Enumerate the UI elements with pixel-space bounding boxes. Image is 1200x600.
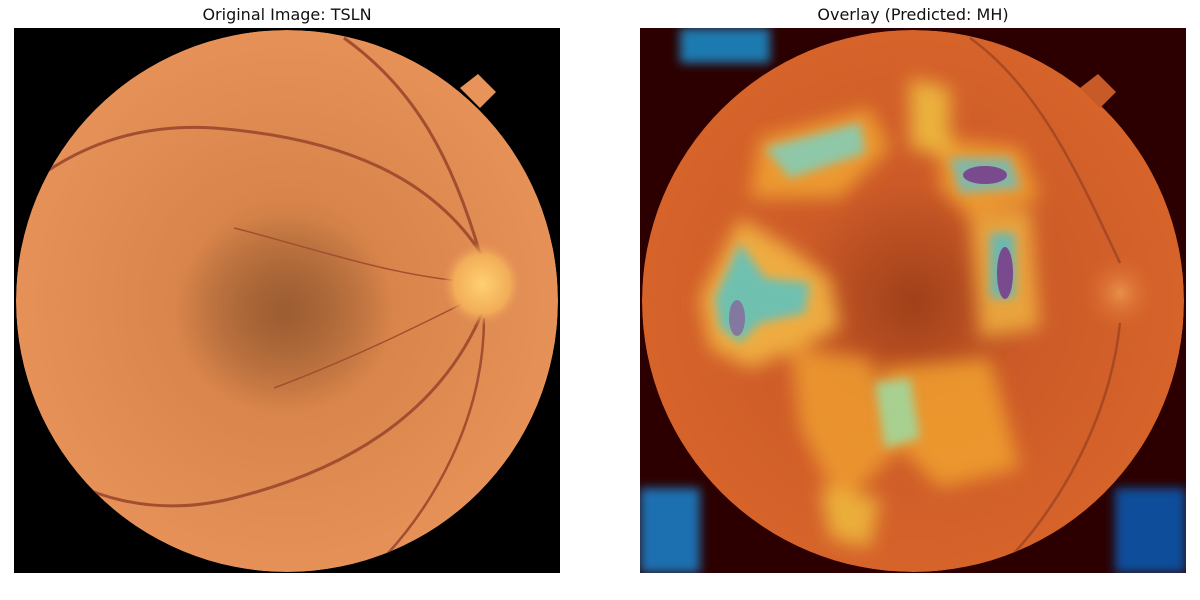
- fundus-notch-overlay: [1080, 74, 1116, 108]
- heat-blob-top-left: [680, 28, 770, 63]
- heat-cores: [729, 166, 1013, 336]
- overlay-panel: Overlay (Predicted: MH): [640, 0, 1186, 600]
- fundus-image: [14, 28, 560, 573]
- macula-region: [174, 213, 394, 413]
- heatmap-overlay-image: [640, 28, 1186, 573]
- vessel-lower-2: [373, 317, 486, 569]
- vessel-overlay-1: [969, 36, 1122, 264]
- original-image-panel: Original Image: TSLN: [14, 0, 560, 600]
- vessel-upper-2: [343, 36, 486, 269]
- corner-heat-blobs: [640, 28, 1186, 573]
- heat-blob-bottom-left: [640, 488, 700, 573]
- optic-disc: [442, 242, 522, 326]
- fundus-notch: [460, 74, 496, 108]
- overlay-title: Overlay (Predicted: MH): [817, 5, 1009, 24]
- vessel-overlay-2: [999, 322, 1122, 569]
- optic-disc-overlay: [1082, 253, 1158, 333]
- vessel-upper: [23, 125, 486, 259]
- heat-blob-bottom-right: [1115, 488, 1186, 573]
- original-image-title: Original Image: TSLN: [202, 5, 372, 24]
